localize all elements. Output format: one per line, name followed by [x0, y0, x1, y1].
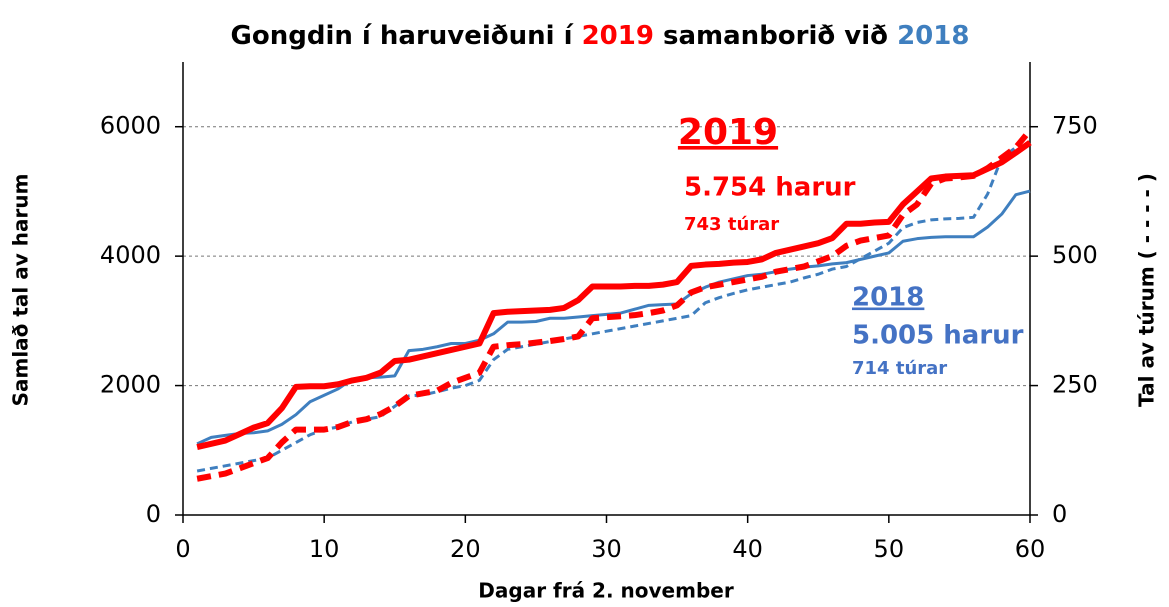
x-tick-label: 50	[874, 535, 905, 563]
y-tick-label: 4000	[100, 241, 161, 269]
series-line	[196, 128, 1033, 482]
y2-tick-label: 500	[1052, 241, 1098, 269]
chart-title: Gongdin í haruveiðuni í 2019 samanborið …	[231, 21, 970, 51]
y-tick-label: 6000	[100, 112, 161, 140]
title-part: samanborið við	[654, 21, 897, 51]
y2-tick-label: 750	[1052, 112, 1098, 140]
y-tick-label: 0	[146, 500, 161, 528]
annotation: 5.754 harur	[684, 173, 856, 203]
x-tick-label: 20	[450, 535, 481, 563]
annotation: 2018	[852, 283, 924, 313]
x-tick-label: 30	[591, 535, 622, 563]
x-tick-label: 0	[175, 535, 190, 563]
annotation: 714 túrar	[852, 358, 947, 379]
y-tick-label: 2000	[100, 371, 161, 399]
y2-tick-label: 0	[1052, 500, 1067, 528]
x-tick-label: 10	[309, 535, 340, 563]
series-line	[196, 140, 1032, 450]
title-part: Gongdin í haruveiðuni í	[231, 21, 582, 51]
x-tick-label: 40	[732, 535, 763, 563]
annotation: 743 túrar	[684, 214, 779, 235]
y2-axis-label: Tal av túrum ( - - - - )	[1135, 173, 1159, 407]
y-axis-label: Samlað tal av harum	[9, 174, 33, 407]
title-part: 2018	[897, 21, 969, 51]
annotation: 5.005 harur	[852, 321, 1024, 351]
x-axis-label: Dagar frá 2. november	[478, 579, 734, 603]
title-part: 2019	[582, 21, 654, 51]
annotation: 2019	[678, 112, 778, 153]
y2-tick-label: 250	[1052, 371, 1098, 399]
x-tick-label: 60	[1015, 535, 1046, 563]
